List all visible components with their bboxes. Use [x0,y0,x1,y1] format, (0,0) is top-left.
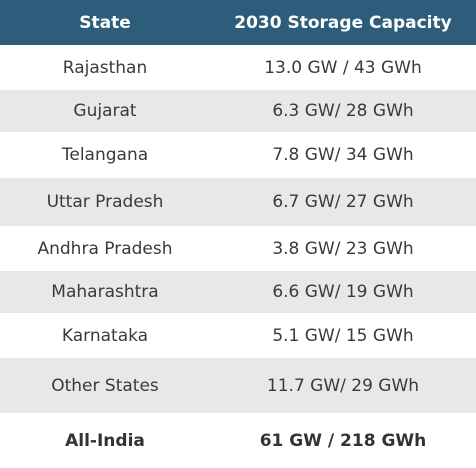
total-capacity: 61 GW / 218 GWh [259,430,427,451]
capacity-cell: 6.3 GW/ 28 GWh [272,101,414,121]
table-row: Maharashtra 6.6 GW/ 19 GWh [0,271,476,313]
capacity-cell: 6.7 GW/ 27 GWh [272,192,414,212]
state-cell: Maharashtra [51,282,159,302]
header-storage-capacity: 2030 Storage Capacity [234,12,452,33]
table-header-row: State 2030 Storage Capacity [0,0,476,45]
state-cell: Rajasthan [62,57,148,78]
state-cell: Other States [51,375,159,396]
state-cell: Andhra Pradesh [37,238,173,259]
state-cell: Karnataka [61,325,149,346]
table-row: Karnataka 5.1 GW/ 15 GWh [0,313,476,358]
state-cell: Uttar Pradesh [46,192,164,212]
state-cell: Gujarat [73,101,137,121]
total-row: All-India 61 GW / 218 GWh [0,413,476,468]
capacity-cell: 11.7 GW/ 29 GWh [266,375,420,396]
state-cell: Telangana [61,145,149,165]
total-label: All-India [65,430,145,451]
capacity-cell: 13.0 GW / 43 GWh [264,57,422,78]
table-row: Andhra Pradesh 3.8 GW/ 23 GWh [0,226,476,271]
capacity-cell: 3.8 GW/ 23 GWh [272,238,414,259]
table-row: Gujarat 6.3 GW/ 28 GWh [0,90,476,132]
table-row: Uttar Pradesh 6.7 GW/ 27 GWh [0,178,476,226]
capacity-cell: 5.1 GW/ 15 GWh [272,325,414,346]
header-state: State [79,12,131,33]
capacity-cell: 7.8 GW/ 34 GWh [272,145,414,165]
table-row: Telangana 7.8 GW/ 34 GWh [0,132,476,178]
capacity-cell: 6.6 GW/ 19 GWh [272,282,414,302]
table-row: Rajasthan 13.0 GW / 43 GWh [0,45,476,90]
table-row: Other States 11.7 GW/ 29 GWh [0,358,476,413]
